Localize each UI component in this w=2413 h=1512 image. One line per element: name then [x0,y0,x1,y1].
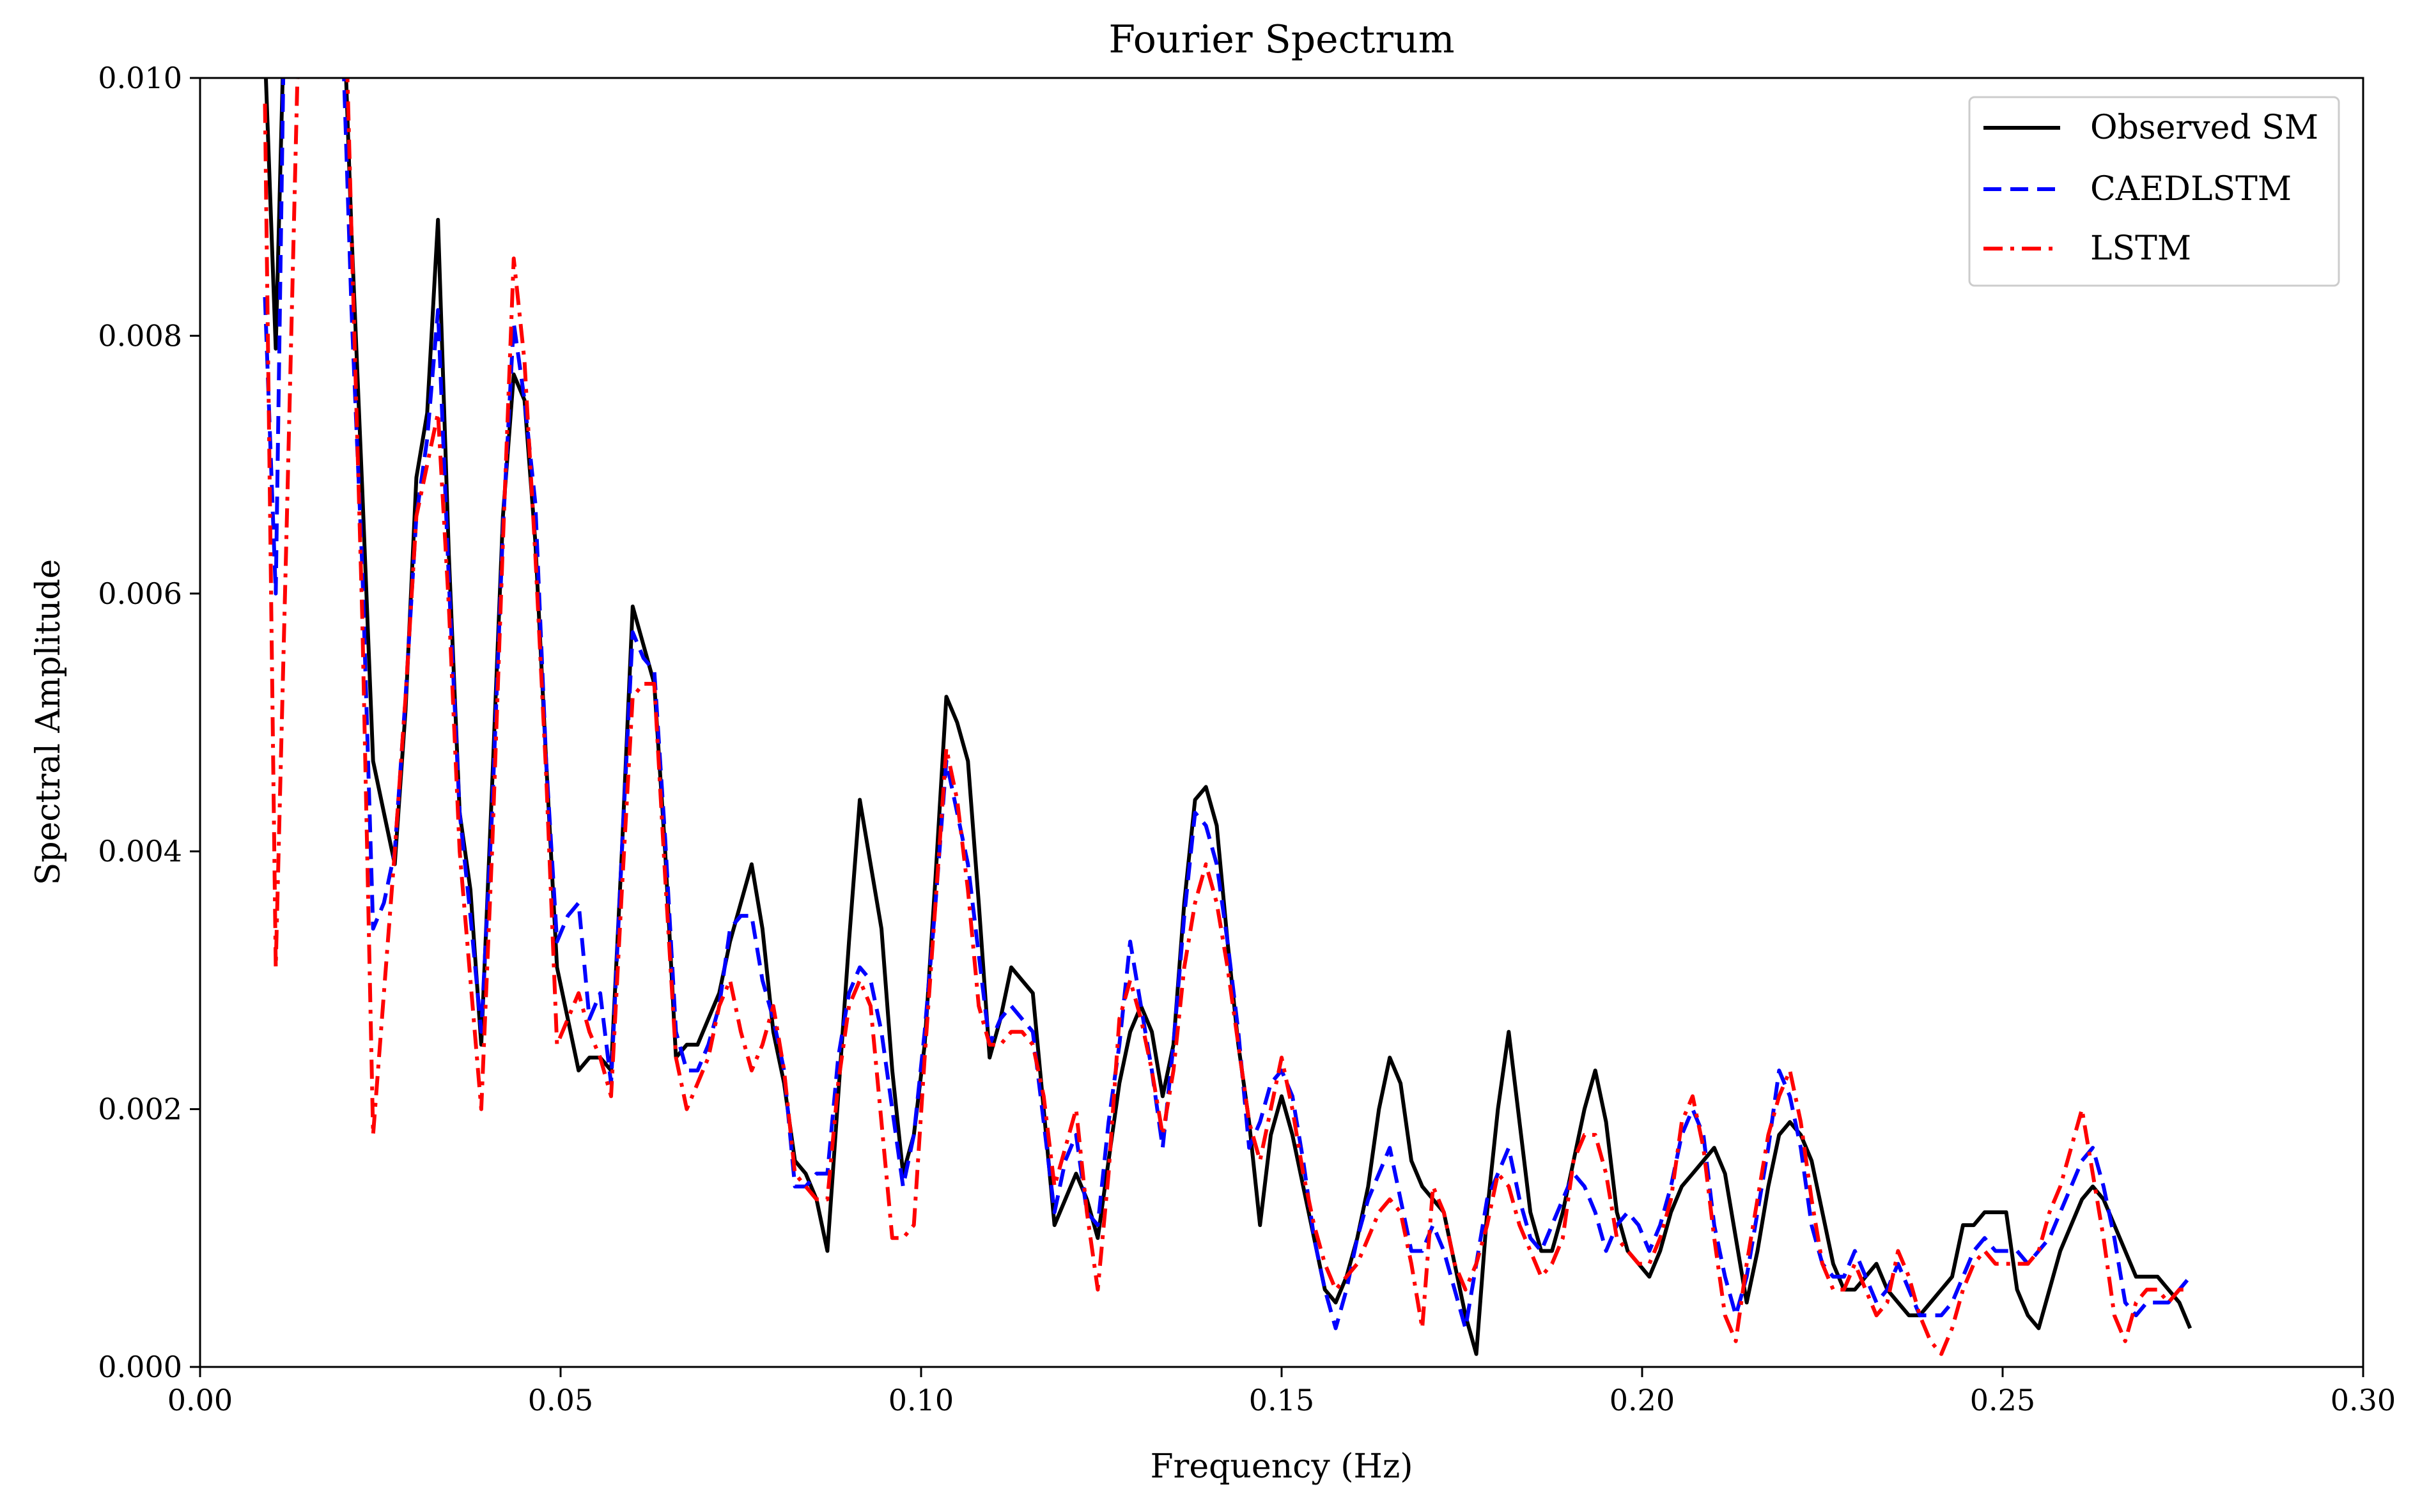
series-line-lstm [263,78,2191,1356]
legend-label-lstm: LSTM [2090,229,2191,268]
y-axis-title: Spectral Amplitude [29,559,68,886]
legend: Observed SM CAEDLSTM LSTM [1968,96,2340,287]
y-tick-label: 0.000 [98,1350,182,1384]
x-tick-label: 0.10 [888,1383,954,1417]
y-tick-label: 0.006 [98,576,182,611]
series-layer [263,78,2192,1356]
x-tick-label: 0.20 [1610,1383,1675,1417]
series-line-observed-sm [263,78,2192,1356]
legend-label-observed-sm: Observed SM [2090,109,2318,147]
y-tick-label: 0.010 [98,61,182,95]
x-tick-label: 0.00 [167,1383,233,1417]
x-tick-label: 0.15 [1249,1383,1314,1417]
x-axis-title: Frequency (Hz) [1150,1447,1413,1486]
x-tick-label: 0.25 [1970,1383,2035,1417]
y-tick-label: 0.008 [98,318,182,353]
series-line-caedlstm [263,78,2192,1331]
y-axis: 0.000 0.002 0.004 0.006 0.008 0.010 [98,61,200,1384]
legend-label-caedlstm: CAEDLSTM [2090,170,2292,208]
x-tick-label: 0.30 [2331,1383,2396,1417]
y-tick-label: 0.004 [98,834,182,868]
x-tick-label: 0.05 [528,1383,593,1417]
chart-title: Fourier Spectrum [1108,17,1454,62]
y-tick-label: 0.002 [98,1092,182,1127]
x-axis: 0.00 0.05 0.10 0.15 0.20 0.25 0.30 [167,1367,2396,1417]
legend-box [1968,96,2340,287]
